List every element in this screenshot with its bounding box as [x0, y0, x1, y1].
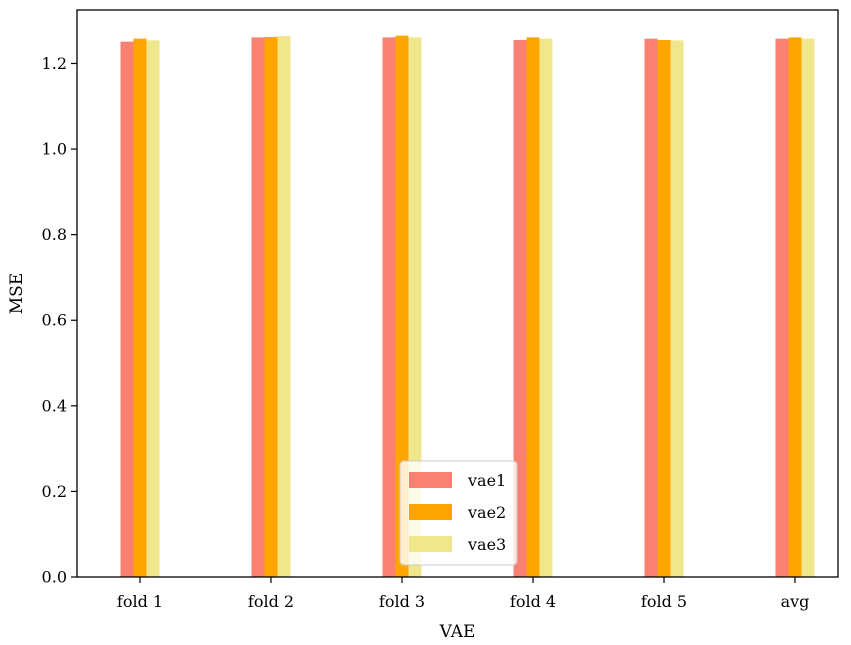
legend-swatch-vae1	[409, 472, 452, 488]
bar-vae2-fold-3	[395, 35, 409, 577]
x-tick-label: fold 1	[117, 592, 163, 611]
bar-vae2-fold-4	[526, 37, 540, 578]
legend-swatch-vae3	[409, 536, 452, 552]
bar-vae3-fold-1	[146, 40, 160, 578]
bar-vae1-fold-4	[513, 39, 527, 578]
bar-vae2-fold-5	[657, 39, 671, 578]
y-tick-label: 1.2	[42, 54, 67, 73]
y-tick-label: 0.0	[42, 568, 67, 587]
bars-group	[120, 35, 815, 578]
bar-vae3-avg	[801, 38, 815, 577]
legend-label-vae3: vae3	[467, 535, 506, 554]
bar-vae3-fold-2	[277, 36, 291, 578]
bar-vae2-avg	[788, 37, 802, 578]
bar-vae1-fold-2	[251, 37, 265, 578]
y-tick-label: 0.4	[42, 396, 67, 415]
bar-vae2-fold-2	[264, 36, 278, 578]
legend-swatch-vae2	[409, 504, 452, 520]
bar-vae2-fold-1	[133, 38, 147, 577]
legend: vae1 vae2 vae3	[399, 460, 518, 566]
y-tick-label: 1.0	[42, 140, 67, 159]
x-tick-label: avg	[781, 592, 810, 611]
y-tick-label: 0.8	[42, 225, 67, 244]
plot-frame	[76, 9, 839, 578]
bar-vae3-fold-5	[670, 40, 684, 578]
bar-vae3-fold-3	[408, 37, 422, 578]
bar-vae1-fold-1	[120, 41, 134, 577]
x-tick-label: fold 3	[379, 592, 425, 611]
bar-vae1-avg	[775, 38, 789, 577]
legend-label-vae1: vae1	[467, 471, 506, 490]
x-axis-ticks: fold 1 fold 2 fold 3 fold 4 fold 5 avg	[117, 577, 810, 611]
y-tick-label: 0.6	[42, 311, 67, 330]
x-tick-label: fold 4	[510, 592, 556, 611]
bar-vae1-fold-3	[382, 37, 396, 578]
bar-vae1-fold-5	[644, 38, 658, 577]
bar-vae3-fold-4	[539, 38, 553, 577]
x-axis-label: VAE	[439, 622, 476, 642]
y-tick-label: 0.2	[42, 482, 67, 501]
x-tick-label: fold 5	[641, 592, 687, 611]
y-axis-ticks: 0.0 0.2 0.4 0.6 0.8 1.0 1.2	[42, 54, 77, 587]
y-axis-label: MSE	[7, 273, 27, 314]
x-tick-label: fold 2	[248, 592, 294, 611]
legend-label-vae2: vae2	[467, 503, 506, 522]
